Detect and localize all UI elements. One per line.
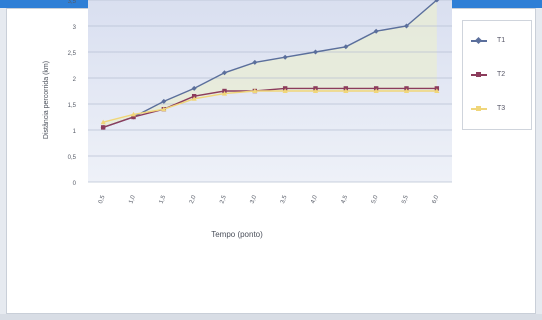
legend-label-t3: T3 (497, 105, 506, 112)
chart-legend: T1 T2 T3 (462, 20, 532, 130)
data-point (282, 86, 288, 91)
data-point (130, 111, 137, 117)
data-point (191, 96, 197, 101)
x-tick-label: 4,0 (310, 194, 319, 205)
y-tick-label: 0 (73, 181, 77, 187)
y-tick-label: 0,5 (68, 155, 77, 161)
legend-item-t3: T3 (471, 105, 505, 112)
data-point (434, 86, 440, 91)
legend-swatch-t3 (471, 105, 487, 111)
x-tick-label: 5,0 (371, 194, 380, 205)
data-point (373, 86, 379, 91)
data-point (313, 49, 318, 55)
data-point (161, 98, 167, 104)
legend-item-t1: T1 (471, 36, 506, 44)
data-point (100, 125, 106, 130)
area-fill (103, 0, 437, 128)
x-tick-label: 3,0 (250, 194, 259, 205)
data-point (252, 59, 258, 65)
x-tick-label: 0,5 (98, 194, 107, 205)
x-tick-label: 2,5 (219, 194, 228, 205)
data-point (252, 88, 258, 93)
x-tick-label: 4,5 (341, 194, 350, 205)
y-tick-label: 2,5 (68, 51, 77, 57)
data-point (131, 114, 136, 120)
legend-swatch-t1 (471, 36, 487, 44)
data-point (313, 86, 318, 91)
data-point (191, 85, 197, 91)
data-point (100, 119, 106, 125)
data-point (191, 94, 197, 99)
data-point (373, 28, 379, 34)
y-tick-label: 1,5 (68, 103, 77, 109)
data-point (221, 91, 228, 96)
y-tick-label: 3,5 (68, 0, 77, 5)
y-tick-label: 3 (73, 25, 77, 31)
data-point (343, 86, 349, 91)
y-tick-label: 1 (73, 129, 77, 135)
data-point (434, 88, 440, 93)
data-point (312, 88, 319, 93)
x-tick-label: 1,0 (128, 194, 137, 205)
data-point (404, 23, 409, 29)
data-point (222, 70, 227, 76)
x-tick-label: 1,5 (159, 194, 168, 205)
x-axis-title: Tempo (ponto) (211, 230, 263, 239)
series-line-t1 (102, 0, 438, 129)
series-line-t3 (102, 90, 437, 123)
data-point (373, 88, 379, 93)
status-bar (0, 314, 542, 320)
data-point (343, 88, 349, 93)
x-tick-label: 2,0 (189, 194, 198, 205)
legend-item-t2: T2 (471, 71, 505, 78)
legend-swatch-t2 (471, 71, 487, 77)
legend-label-t1: T1 (497, 37, 506, 44)
data-point (404, 86, 409, 91)
y-axis-title: Distância percorrida (km) (43, 61, 50, 139)
data-point (434, 0, 440, 3)
legend-label-t2: T2 (497, 71, 506, 78)
data-point (403, 88, 410, 93)
data-point (282, 54, 288, 60)
x-tick-label: 6,0 (432, 194, 441, 205)
data-point (282, 88, 288, 93)
y-tick-label: 2 (73, 77, 77, 83)
x-tick-label: 3,5 (280, 194, 289, 205)
x-tick-label: 5,5 (401, 194, 410, 205)
data-point (343, 44, 349, 50)
data-point (161, 106, 167, 112)
